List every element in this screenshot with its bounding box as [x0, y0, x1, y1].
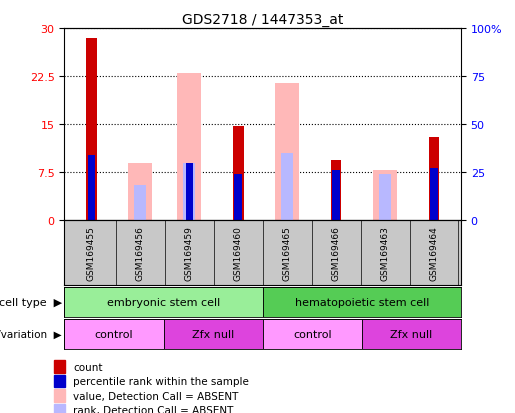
Text: GSM169465: GSM169465 — [283, 226, 291, 281]
Bar — [88, 156, 95, 221]
Text: Zfx null: Zfx null — [390, 330, 433, 339]
Bar — [163, 320, 263, 349]
Text: GSM169466: GSM169466 — [332, 226, 340, 281]
Bar — [263, 320, 362, 349]
Bar — [54, 375, 65, 387]
Title: GDS2718 / 1447353_at: GDS2718 / 1447353_at — [182, 12, 344, 26]
Bar — [233, 126, 244, 221]
Text: control: control — [95, 330, 133, 339]
Bar — [234, 175, 242, 221]
Text: value, Detection Call = ABSENT: value, Detection Call = ABSENT — [73, 391, 238, 401]
Bar — [332, 171, 340, 221]
Text: cell type  ▶: cell type ▶ — [0, 297, 62, 307]
Bar — [64, 320, 163, 349]
Text: hematopoietic stem cell: hematopoietic stem cell — [295, 297, 429, 307]
Bar — [331, 160, 341, 221]
Text: GSM169456: GSM169456 — [136, 226, 145, 281]
Text: control: control — [293, 330, 332, 339]
Bar — [128, 163, 152, 221]
Bar — [281, 154, 293, 221]
Bar — [54, 361, 65, 373]
Text: percentile rank within the sample: percentile rank within the sample — [73, 376, 249, 386]
Bar — [134, 186, 146, 221]
Text: GSM169463: GSM169463 — [381, 226, 389, 281]
Text: GSM169464: GSM169464 — [430, 226, 438, 281]
Bar — [373, 171, 397, 221]
Bar — [183, 163, 195, 221]
Bar — [428, 138, 439, 221]
Bar — [275, 83, 299, 221]
Bar — [64, 287, 263, 317]
Text: embryonic stem cell: embryonic stem cell — [107, 297, 220, 307]
Text: count: count — [73, 362, 102, 372]
Bar — [54, 404, 65, 413]
Text: genotype/variation  ▶: genotype/variation ▶ — [0, 330, 62, 339]
Bar — [54, 389, 65, 402]
Text: GSM169459: GSM169459 — [185, 226, 194, 281]
Bar — [379, 175, 391, 221]
Bar — [185, 163, 193, 221]
Bar — [177, 74, 201, 221]
Bar — [362, 320, 461, 349]
Text: GSM169455: GSM169455 — [87, 226, 96, 281]
Bar — [431, 169, 438, 221]
Bar — [86, 38, 97, 221]
Text: GSM169460: GSM169460 — [234, 226, 243, 281]
Text: rank, Detection Call = ABSENT: rank, Detection Call = ABSENT — [73, 405, 233, 413]
Text: Zfx null: Zfx null — [192, 330, 234, 339]
Bar — [263, 287, 461, 317]
